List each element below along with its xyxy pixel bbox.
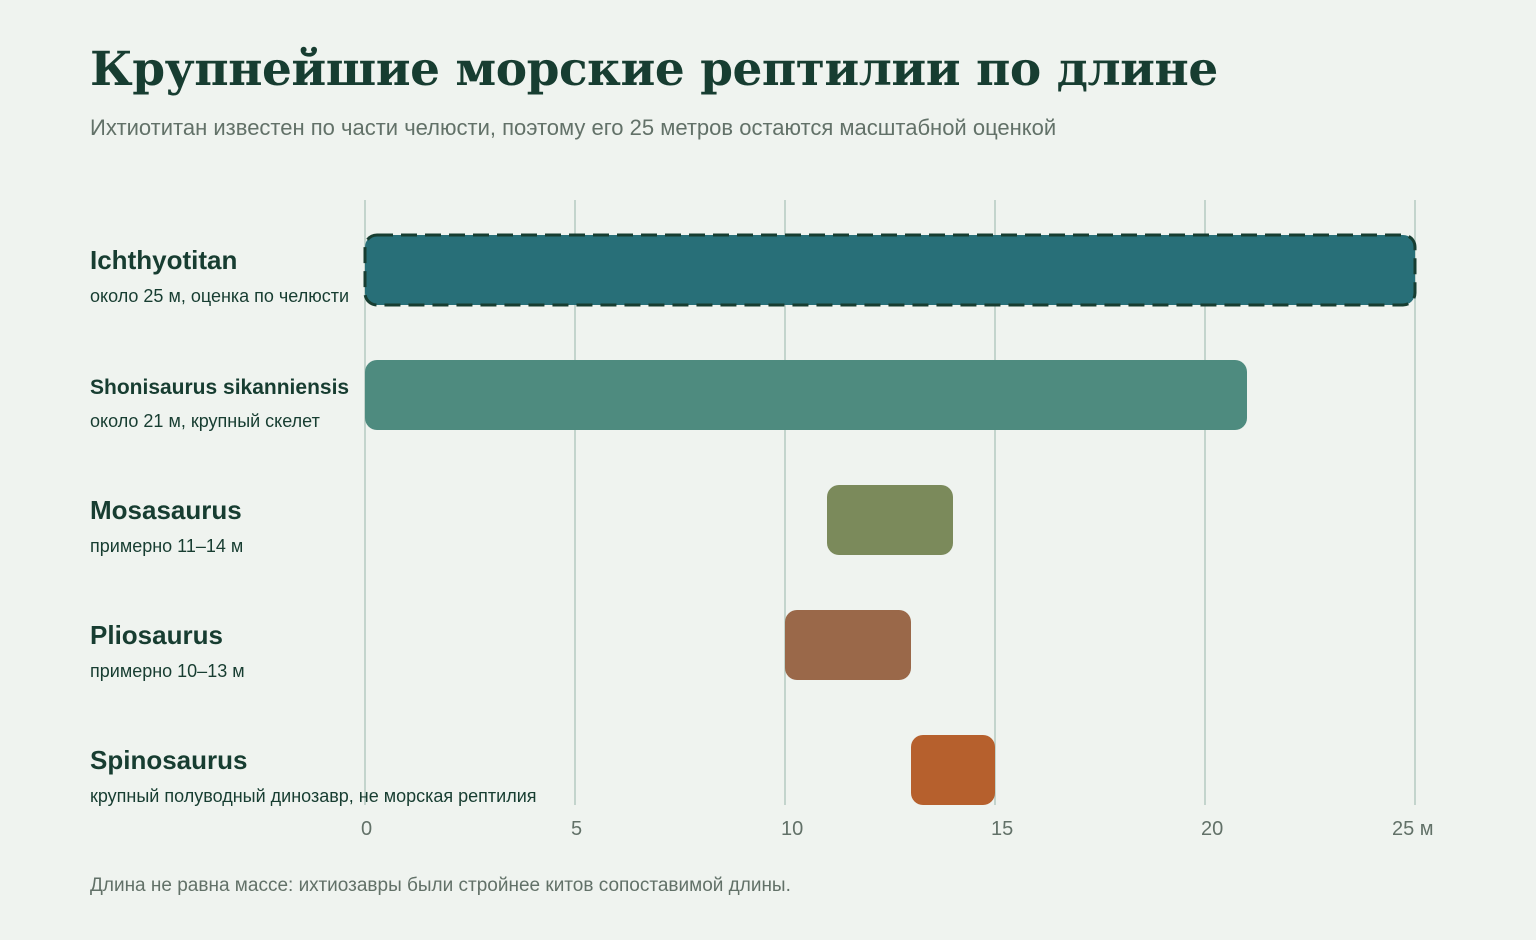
x-tick-label-15: 15 <box>991 818 1013 840</box>
x-tick-label-25: 25 м <box>1392 818 1434 840</box>
bar-shonisaurus-sikanniensis <box>365 360 1247 430</box>
bar-spinosaurus <box>911 735 995 805</box>
chart-title: Крупнейшие морские рептилии по длине <box>90 42 1218 97</box>
x-tick-label-5: 5 <box>571 818 582 840</box>
row-note-label: около 25 м, оценка по челюсти <box>90 286 349 306</box>
row-note-label: крупный полуводный динозавр, не морская … <box>90 786 537 806</box>
row-name-label: Pliosaurus <box>90 620 223 650</box>
row-labels: Ichthyotitan около 25 м, оценка по челюст… <box>90 245 537 806</box>
x-tick-label-20: 20 <box>1201 818 1223 840</box>
x-axis-ticks: 0 5 10 15 20 25 м <box>361 818 1434 840</box>
row-note-label: около 21 м, крупный скелет <box>90 411 320 431</box>
bars <box>363 233 1417 805</box>
chart-subtitle: Ихтиотитан известен по части челюсти, по… <box>90 115 1057 140</box>
row-name-label: Mosasaurus <box>90 495 242 525</box>
x-tick-label-10: 10 <box>781 818 803 840</box>
bar-pliosaurus <box>785 610 911 680</box>
row-name-label: Shonisaurus sikanniensis <box>90 376 349 399</box>
row-note-label: примерно 11–14 м <box>90 536 243 556</box>
row-name-label: Ichthyotitan <box>90 245 237 275</box>
bar-ichthyotitan <box>363 233 1417 307</box>
bar-mosasaurus <box>827 485 953 555</box>
row-name-label: Spinosaurus <box>90 745 247 775</box>
x-tick-label-0: 0 <box>361 818 372 840</box>
footnote: Длина не равна массе: ихтиозавры были ст… <box>90 875 791 896</box>
row-note-label: примерно 10–13 м <box>90 661 245 681</box>
